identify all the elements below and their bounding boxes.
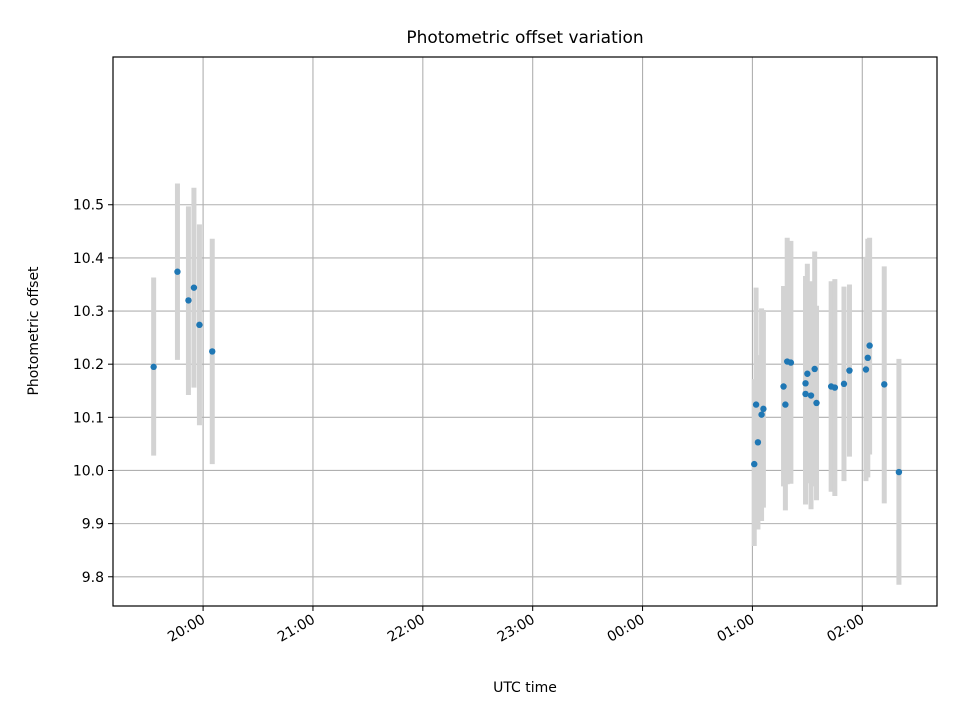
data-point: [811, 365, 818, 373]
y-axis-ticks: 9.8 9.9 10.0 10.1 10.2 10.3 10.4 10.5: [73, 198, 113, 586]
plot-area: [113, 57, 937, 606]
data-points: [150, 268, 903, 476]
y-tick-label: 9.9: [82, 517, 104, 533]
data-point: [190, 284, 198, 291]
data-point: [787, 359, 795, 366]
data-point: [840, 380, 848, 388]
data-point: [813, 399, 820, 407]
data-point: [754, 439, 762, 446]
data-point: [751, 460, 758, 468]
y-axis-label: Photometric offset: [26, 266, 42, 396]
plot-frame: [112, 56, 938, 607]
data-point: [196, 321, 203, 329]
data-point: [804, 370, 811, 377]
data-point: [780, 383, 787, 390]
data-point: [209, 348, 216, 355]
grid: [113, 57, 937, 606]
data-point: [150, 363, 157, 371]
y-tick-label: 10.5: [73, 198, 104, 214]
x-axis-label: UTC time: [493, 680, 557, 696]
data-point: [760, 405, 767, 413]
data-point: [802, 380, 809, 387]
y-tick-label: 10.3: [73, 304, 104, 320]
data-point: [807, 392, 815, 399]
data-point: [174, 268, 181, 275]
data-point: [862, 366, 870, 373]
y-tick-label: 10.2: [73, 357, 104, 373]
data-point: [866, 342, 873, 349]
data-point: [846, 367, 853, 374]
data-point: [758, 411, 765, 418]
data-point: [895, 468, 903, 476]
y-tick-label: 9.8: [82, 570, 104, 586]
y-tick-label: 10.4: [73, 251, 104, 267]
chart-title: Photometric offset variation: [406, 28, 643, 48]
data-point: [782, 401, 789, 408]
data-point: [881, 381, 888, 388]
data-point: [185, 297, 192, 304]
data-point: [831, 384, 839, 391]
data-point: [864, 354, 871, 362]
y-tick-label: 10.1: [73, 410, 104, 426]
y-tick-label: 10.0: [73, 463, 104, 479]
data-point: [802, 390, 809, 398]
data-point: [752, 401, 760, 408]
